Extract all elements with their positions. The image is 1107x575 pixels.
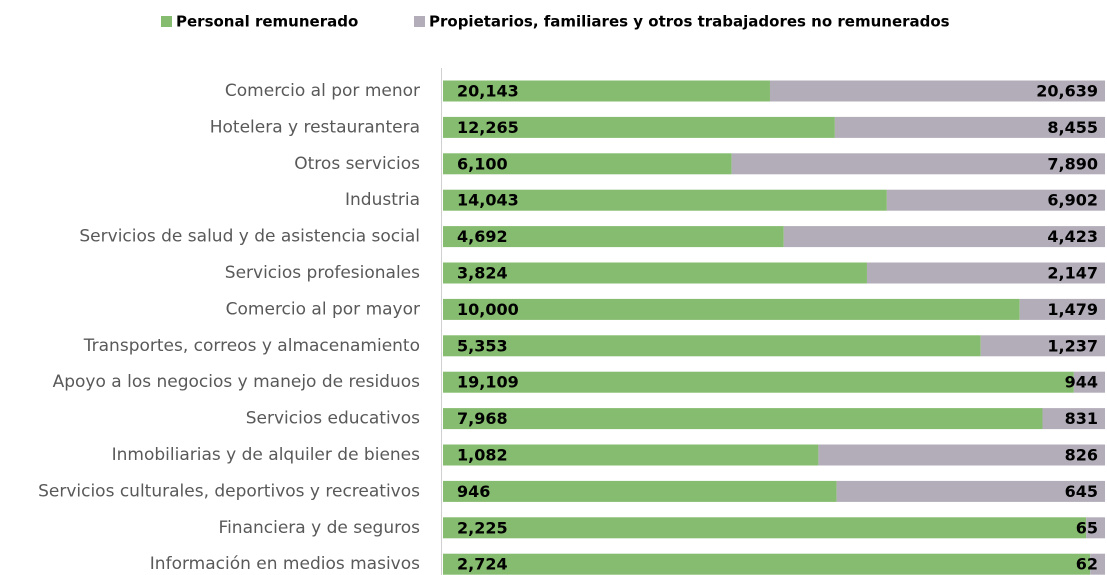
legend-swatch	[414, 16, 425, 27]
data-label: 2,724	[457, 555, 508, 574]
data-label: 944	[1065, 373, 1098, 392]
legend-swatch	[161, 16, 172, 27]
bar-segment	[1086, 517, 1105, 539]
category-label: Servicios profesionales	[225, 263, 420, 283]
data-label: 645	[1065, 482, 1098, 501]
category-label: Hotelera y restaurantera	[210, 117, 420, 137]
bar-segment	[443, 153, 732, 175]
category-label: Servicios de salud y de asistencia socia…	[79, 227, 420, 247]
data-label: 10,000	[457, 300, 519, 319]
bar-segment	[1090, 553, 1105, 575]
data-label: 5,353	[457, 336, 508, 355]
bar-segment	[818, 444, 1105, 466]
bar-segment	[443, 80, 770, 102]
bar-segment	[834, 116, 1105, 138]
bar-segment	[836, 480, 1105, 502]
bar-segment	[443, 189, 887, 211]
bar-segment	[1042, 408, 1105, 430]
data-label: 826	[1065, 446, 1098, 465]
legend-label: Personal remunerado	[176, 13, 358, 31]
data-label: 1,479	[1047, 300, 1098, 319]
data-label: 4,423	[1047, 227, 1098, 246]
data-label: 20,143	[457, 82, 519, 101]
bar-segment	[443, 444, 819, 466]
bar-segment	[443, 116, 835, 138]
data-label: 946	[457, 482, 490, 501]
legend-label: Propietarios, familiares y otros trabaja…	[429, 13, 950, 31]
data-label: 2,225	[457, 518, 508, 537]
category-label: Industria	[345, 190, 420, 210]
data-label: 2,147	[1047, 264, 1098, 283]
bar-segment	[980, 335, 1105, 357]
bar-segment	[443, 408, 1043, 430]
bar-segment	[443, 553, 1091, 575]
data-label: 14,043	[457, 191, 519, 210]
data-label: 12,265	[457, 118, 519, 137]
bar-segment	[443, 335, 981, 357]
data-label: 8,455	[1047, 118, 1098, 137]
bar-segment	[443, 371, 1074, 393]
data-label: 7,968	[457, 409, 508, 428]
data-label: 6,902	[1047, 191, 1098, 210]
category-label: Financiera y de seguros	[219, 518, 421, 538]
data-label: 20,639	[1036, 82, 1098, 101]
bar-segment	[443, 298, 1020, 320]
data-label: 3,824	[457, 264, 508, 283]
category-label: Servicios culturales, deportivos y recre…	[38, 481, 420, 501]
data-label: 62	[1076, 555, 1098, 574]
data-label: 6,100	[457, 154, 508, 173]
category-label: Inmobiliarias y de alquiler de bienes	[112, 445, 421, 465]
data-label: 1,237	[1047, 336, 1098, 355]
data-label: 1,082	[457, 446, 508, 465]
bar-segment	[769, 80, 1105, 102]
category-label: Comercio al por mayor	[226, 299, 420, 319]
category-label: Otros servicios	[294, 154, 420, 174]
data-label: 7,890	[1047, 154, 1098, 173]
data-label: 4,692	[457, 227, 508, 246]
bar-segment	[731, 153, 1105, 175]
data-label: 831	[1065, 409, 1098, 428]
bar-segment	[783, 226, 1105, 248]
bar-segment	[443, 226, 784, 248]
category-label: Transportes, correos y almacenamiento	[83, 336, 420, 356]
bar-segment	[443, 517, 1087, 539]
bar-segment	[443, 480, 837, 502]
data-label: 65	[1076, 518, 1098, 537]
data-label: 19,109	[457, 373, 519, 392]
bar-segment	[866, 262, 1105, 284]
category-label: Información en medios masivos	[150, 554, 420, 574]
bar-segment	[443, 262, 867, 284]
bar-segment	[1073, 371, 1105, 393]
category-label: Servicios educativos	[246, 409, 420, 429]
category-label: Apoyo a los negocios y manejo de residuo…	[53, 372, 421, 392]
category-label: Comercio al por menor	[225, 81, 420, 101]
bar-segment	[1019, 298, 1105, 320]
bar-segment	[886, 189, 1105, 211]
